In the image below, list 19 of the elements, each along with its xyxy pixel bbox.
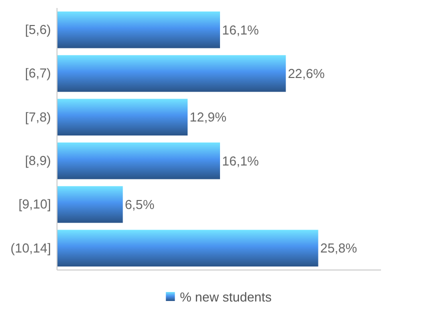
y-tick-label: [5,6) <box>24 22 51 37</box>
data-label: 6,5% <box>124 197 155 212</box>
data-label: 25,8% <box>320 240 358 256</box>
data-label: 22,6% <box>288 66 326 82</box>
bar <box>57 186 123 223</box>
y-tick-label: (10,14] <box>10 240 51 256</box>
data-label: 12,9% <box>190 110 227 125</box>
y-tick-label: [8,9) <box>24 152 51 168</box>
bar <box>57 11 220 48</box>
y-tick-label: [7,8) <box>24 109 51 124</box>
bar <box>57 55 286 92</box>
bar <box>57 98 188 136</box>
bar <box>57 230 318 267</box>
legend-label: % new students <box>180 290 272 305</box>
y-tick-label: [6,7) <box>24 66 51 81</box>
y-tick-label: [9,10] <box>18 196 51 212</box>
bar <box>57 142 220 180</box>
data-label: 16,1% <box>222 153 260 168</box>
data-label: 16,1% <box>222 22 260 38</box>
